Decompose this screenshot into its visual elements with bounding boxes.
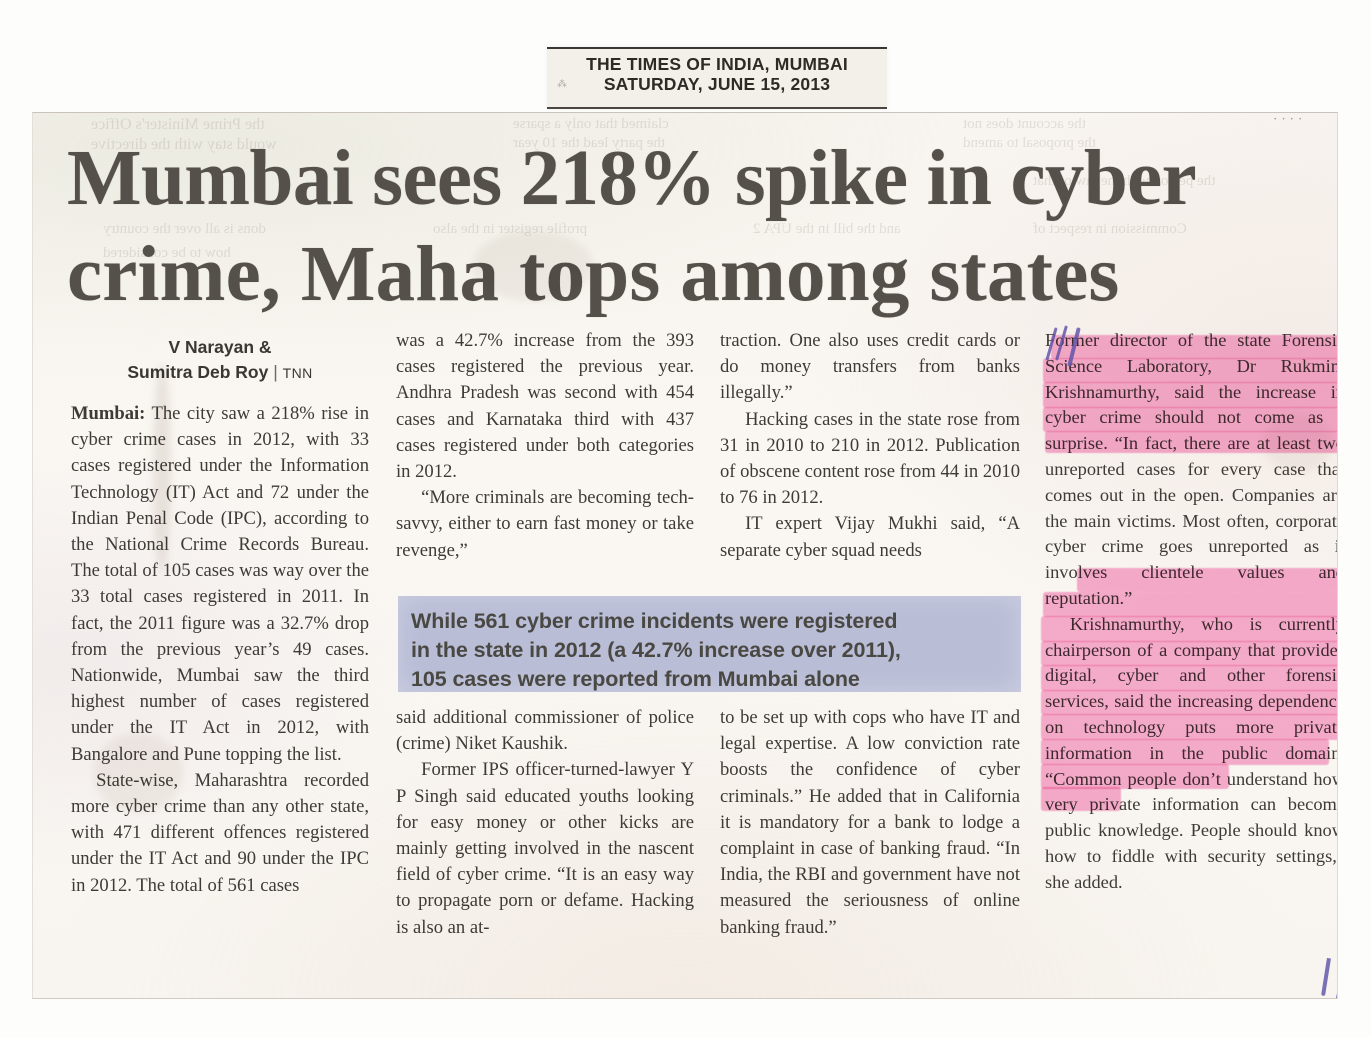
byline-author-line-1: V Narayan &	[168, 337, 272, 357]
paragraph: “More criminals are becoming tech-savvy,…	[396, 487, 694, 561]
pull-quote-box: While 561 cyber crime incidents were reg…	[398, 596, 1021, 692]
paragraph: was a 42.7% increase from the 393 cases …	[396, 330, 694, 483]
article-column-3-lower: to be set up with cops who have IT and l…	[720, 705, 1020, 941]
masthead-publication: THE TIMES OF INDIA, MUMBAI	[586, 54, 848, 74]
paragraph-text: The city saw a 218% rise in cyber crime …	[71, 403, 369, 765]
byline: V Narayan & Sumitra Deb Roy | TNN	[71, 335, 369, 386]
paragraph: to be set up with cops who have IT and l…	[720, 707, 1020, 938]
byline-author-line-2: Sumitra Deb Roy	[127, 362, 269, 382]
paragraph: said additional commissioner of police (…	[396, 707, 694, 755]
paragraph: Krishnamurthy, who is currently chairper…	[1045, 613, 1338, 892]
byline-agency: TNN	[282, 365, 313, 381]
paragraph: IT expert Vijay Mukhi said, “A separate …	[720, 513, 1020, 561]
dateline: Mumbai:	[71, 403, 146, 424]
pull-quote-line-2: in the state in 2012 (a 42.7% increase o…	[411, 638, 901, 662]
paragraph: State-wise, Maharashtra recorded more cy…	[71, 769, 369, 896]
page-headline: Mumbai sees 218% spike in cyber crime, M…	[67, 131, 1307, 323]
pull-quote-line-1: While 561 cyber crime incidents were reg…	[411, 609, 898, 633]
paragraph: Mumbai: The city saw a 218% rise in cybe…	[71, 401, 369, 768]
cut-marks: ····	[1273, 112, 1307, 126]
headline-line-2: crime, Maha tops among states	[67, 231, 1120, 318]
scan-speck: ⁂	[557, 79, 567, 90]
pull-quote-line-3: 105 cases were reported from Mumbai alon…	[411, 667, 860, 691]
pen-mark	[1321, 957, 1331, 997]
paragraph: traction. One also uses credit cards or …	[720, 330, 1020, 404]
article-column-2-lower: said additional commissioner of police (…	[396, 705, 694, 941]
headline-line-1: Mumbai sees 218% spike in cyber	[67, 135, 1197, 222]
masthead-strip: THE TIMES OF INDIA, MUMBAI SATURDAY, JUN…	[547, 47, 887, 109]
paragraph: Former IPS officer-turned-lawyer Y P Sin…	[396, 759, 694, 938]
article-column-4: Former director of the state Forensic Sc…	[1045, 328, 1338, 896]
byline-separator: |	[273, 362, 278, 382]
masthead-date: SATURDAY, JUNE 15, 2013	[603, 74, 831, 94]
article-column-2-upper: was a 42.7% increase from the 393 cases …	[396, 328, 694, 564]
pen-mark	[1335, 964, 1337, 998]
article-column-1: Mumbai: The city saw a 218% rise in cybe…	[71, 401, 369, 899]
article-column-3-upper: traction. One also uses credit cards or …	[720, 328, 1020, 564]
paragraph: Hacking cases in the state rose from 31 …	[720, 408, 1021, 509]
newspaper-clipping: ···· the Prime Minister's Office would s…	[32, 112, 1338, 999]
paragraph: Former director of the state Forensic Sc…	[1045, 330, 1338, 608]
